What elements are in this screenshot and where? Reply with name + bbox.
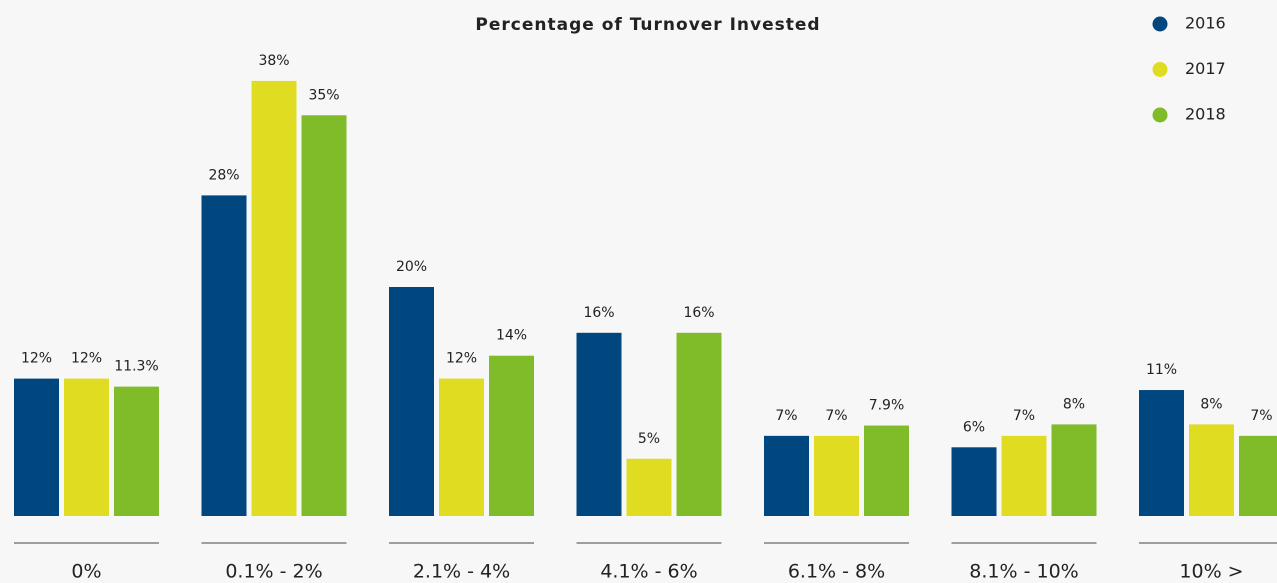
data-label: 14% <box>496 328 527 344</box>
data-label: 38% <box>258 53 289 69</box>
data-label: 35% <box>308 87 339 103</box>
data-label: 11% <box>1146 362 1177 378</box>
data-label: 11.3% <box>114 359 158 375</box>
data-label: 12% <box>21 351 52 367</box>
bar <box>14 378 59 516</box>
bar <box>114 386 159 516</box>
data-label: 12% <box>446 351 477 367</box>
bar <box>64 378 109 516</box>
data-label: 28% <box>208 167 239 183</box>
bar <box>864 425 909 516</box>
data-label: 7% <box>775 408 797 424</box>
x-tick-label: 10% > <box>1179 561 1243 583</box>
data-label: 7.9% <box>869 398 905 414</box>
bar <box>676 332 722 516</box>
data-label: 12% <box>71 351 102 367</box>
bar <box>301 115 347 516</box>
bar <box>576 332 622 516</box>
x-tick-label: 4.1% - 6% <box>600 561 697 583</box>
bar <box>201 195 247 516</box>
x-tick-label: 0% <box>71 561 101 583</box>
legend-swatch <box>1152 107 1168 123</box>
bar <box>1189 424 1234 516</box>
x-tick-label: 8.1% - 10% <box>969 561 1078 583</box>
bar <box>626 458 672 516</box>
legend-swatch <box>1152 62 1168 77</box>
data-label: 8% <box>1063 396 1085 412</box>
bar <box>439 378 484 516</box>
bar <box>814 435 859 516</box>
data-label: 7% <box>825 408 847 424</box>
data-label: 16% <box>683 305 714 321</box>
bar <box>764 435 809 516</box>
data-label: 7% <box>1250 408 1272 424</box>
bar <box>251 80 297 517</box>
chart-title: Percentage of Turnover Invested <box>475 15 820 35</box>
x-tick-label: 6.1% - 8% <box>788 561 885 583</box>
data-label: 5% <box>638 431 660 447</box>
bar <box>951 447 997 516</box>
bar <box>1051 424 1097 516</box>
bar <box>1139 390 1184 516</box>
x-tick-label: 2.1% - 4% <box>413 561 510 583</box>
bar <box>1001 435 1047 516</box>
data-label: 20% <box>396 259 427 275</box>
legend-label: 2016 <box>1185 14 1226 33</box>
bar <box>389 287 434 516</box>
data-label: 8% <box>1200 396 1222 412</box>
x-tick-label: 0.1% - 2% <box>225 561 322 583</box>
data-label: 7% <box>1013 408 1035 424</box>
legend-swatch <box>1152 16 1168 32</box>
bar <box>489 355 534 516</box>
legend-label: 2018 <box>1185 105 1226 124</box>
legend-label: 2017 <box>1185 59 1226 78</box>
data-label: 6% <box>963 419 985 435</box>
bar <box>1239 435 1277 516</box>
data-label: 16% <box>583 305 614 321</box>
